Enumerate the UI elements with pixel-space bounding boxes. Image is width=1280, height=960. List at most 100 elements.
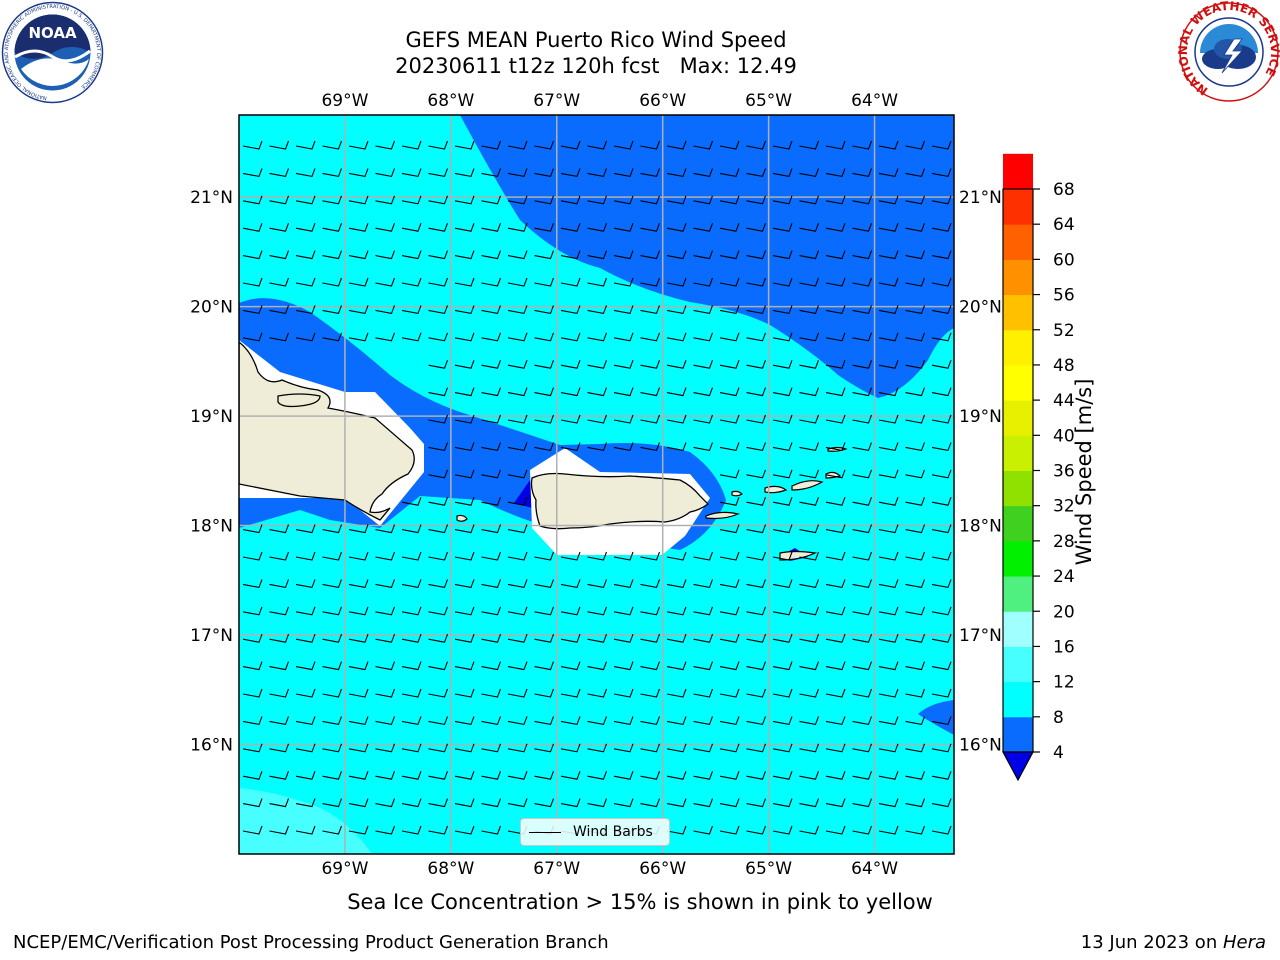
wind-barb xyxy=(719,606,740,616)
wind-barb xyxy=(772,798,793,808)
lat-label-left: 19°N xyxy=(190,407,233,427)
colorbar-tick-label: 64 xyxy=(1053,215,1075,235)
wind-barb xyxy=(242,195,263,205)
wind-barb xyxy=(295,195,316,205)
wind-barb xyxy=(772,688,793,698)
wind-barb xyxy=(772,716,793,726)
wind-barb xyxy=(295,277,316,287)
wind-barb xyxy=(878,497,899,506)
wind-barb xyxy=(931,332,952,342)
wind-barb xyxy=(852,223,873,232)
wind-barb xyxy=(772,195,793,205)
wind-barb xyxy=(428,168,449,178)
lon-label-bottom: 69°W xyxy=(321,859,368,879)
wind-barb xyxy=(375,771,396,780)
wind-barb xyxy=(640,551,661,561)
wind-barb xyxy=(799,195,820,205)
wind-barb xyxy=(852,168,873,178)
lat-label-left: 17°N xyxy=(190,626,233,646)
wind-barb xyxy=(242,606,263,616)
wind-barb xyxy=(269,524,290,534)
wind-barb xyxy=(693,825,714,835)
wind-barb xyxy=(242,716,263,726)
wind-barb xyxy=(348,524,369,534)
wind-barb xyxy=(375,606,396,616)
wind-barb xyxy=(719,250,740,260)
wind-barb xyxy=(348,195,369,205)
wind-barb xyxy=(560,716,581,726)
wind-barb xyxy=(587,743,608,753)
wind-barb xyxy=(428,414,449,424)
wind-barb xyxy=(507,277,528,287)
wind-barb xyxy=(587,223,608,232)
wind-barb xyxy=(242,634,263,643)
wind-barb xyxy=(560,771,581,780)
wind-barb xyxy=(746,277,767,287)
wind-barb xyxy=(454,469,475,479)
wind-barb xyxy=(481,277,502,287)
wind-barb xyxy=(481,771,502,780)
wind-barb xyxy=(269,168,290,178)
wind-barb xyxy=(269,771,290,780)
wind-barb xyxy=(640,332,661,342)
wind-barb xyxy=(852,195,873,205)
wind-barb xyxy=(640,223,661,232)
wind-barb xyxy=(852,469,873,479)
wind-barb xyxy=(852,688,873,698)
colorbar-band xyxy=(1003,435,1033,471)
wind-barb xyxy=(242,579,263,589)
wind-barb xyxy=(746,771,767,780)
wind-barb xyxy=(481,250,502,260)
wind-barb xyxy=(666,305,687,315)
wind-barb xyxy=(242,140,263,150)
wind-barb xyxy=(640,305,661,315)
wind-barb xyxy=(322,305,343,315)
wind-barb xyxy=(560,332,581,342)
wind-barb xyxy=(931,223,952,232)
wind-barb xyxy=(666,332,687,342)
wind-barb xyxy=(375,277,396,287)
wind-barb xyxy=(295,771,316,780)
gridlines xyxy=(239,115,954,854)
wind-barb xyxy=(666,168,687,178)
wind-barb xyxy=(825,551,846,561)
wind-barb xyxy=(772,469,793,479)
wind-barb xyxy=(613,305,634,315)
wind-barb xyxy=(428,140,449,150)
wind-barb xyxy=(481,168,502,178)
colorbar-tick-label: 4 xyxy=(1053,743,1064,763)
wind-barb xyxy=(666,798,687,808)
wind-barb xyxy=(799,414,820,424)
wind-barb xyxy=(878,387,899,397)
wind-barb xyxy=(719,168,740,178)
wind-barb xyxy=(295,168,316,178)
colorbar-band xyxy=(1003,716,1033,753)
wind-barb xyxy=(613,634,634,643)
wind-barb xyxy=(825,798,846,808)
colorbar-band xyxy=(1003,294,1033,331)
wind-barb xyxy=(507,661,528,671)
wind-barb xyxy=(454,387,475,397)
wind-barb xyxy=(428,688,449,698)
wind-barb xyxy=(507,168,528,178)
wind-barb xyxy=(825,524,846,534)
wind-barb xyxy=(428,634,449,643)
wind-barb xyxy=(693,195,714,205)
wind-barb xyxy=(348,771,369,780)
wind-barb xyxy=(772,771,793,780)
wind-barb xyxy=(799,140,820,150)
wind-barb xyxy=(534,716,555,726)
wind-barb xyxy=(746,223,767,232)
wind-barb xyxy=(534,551,555,561)
wind-barb xyxy=(640,688,661,698)
wind-barb xyxy=(878,579,899,589)
wind-barb xyxy=(825,223,846,232)
wind-barb xyxy=(454,497,475,506)
wind-barb xyxy=(534,360,555,369)
wind-barb xyxy=(905,414,926,424)
wind-barb xyxy=(640,250,661,260)
wind-barb xyxy=(878,634,899,643)
wind-barb xyxy=(322,140,343,150)
wind-barb xyxy=(269,606,290,616)
